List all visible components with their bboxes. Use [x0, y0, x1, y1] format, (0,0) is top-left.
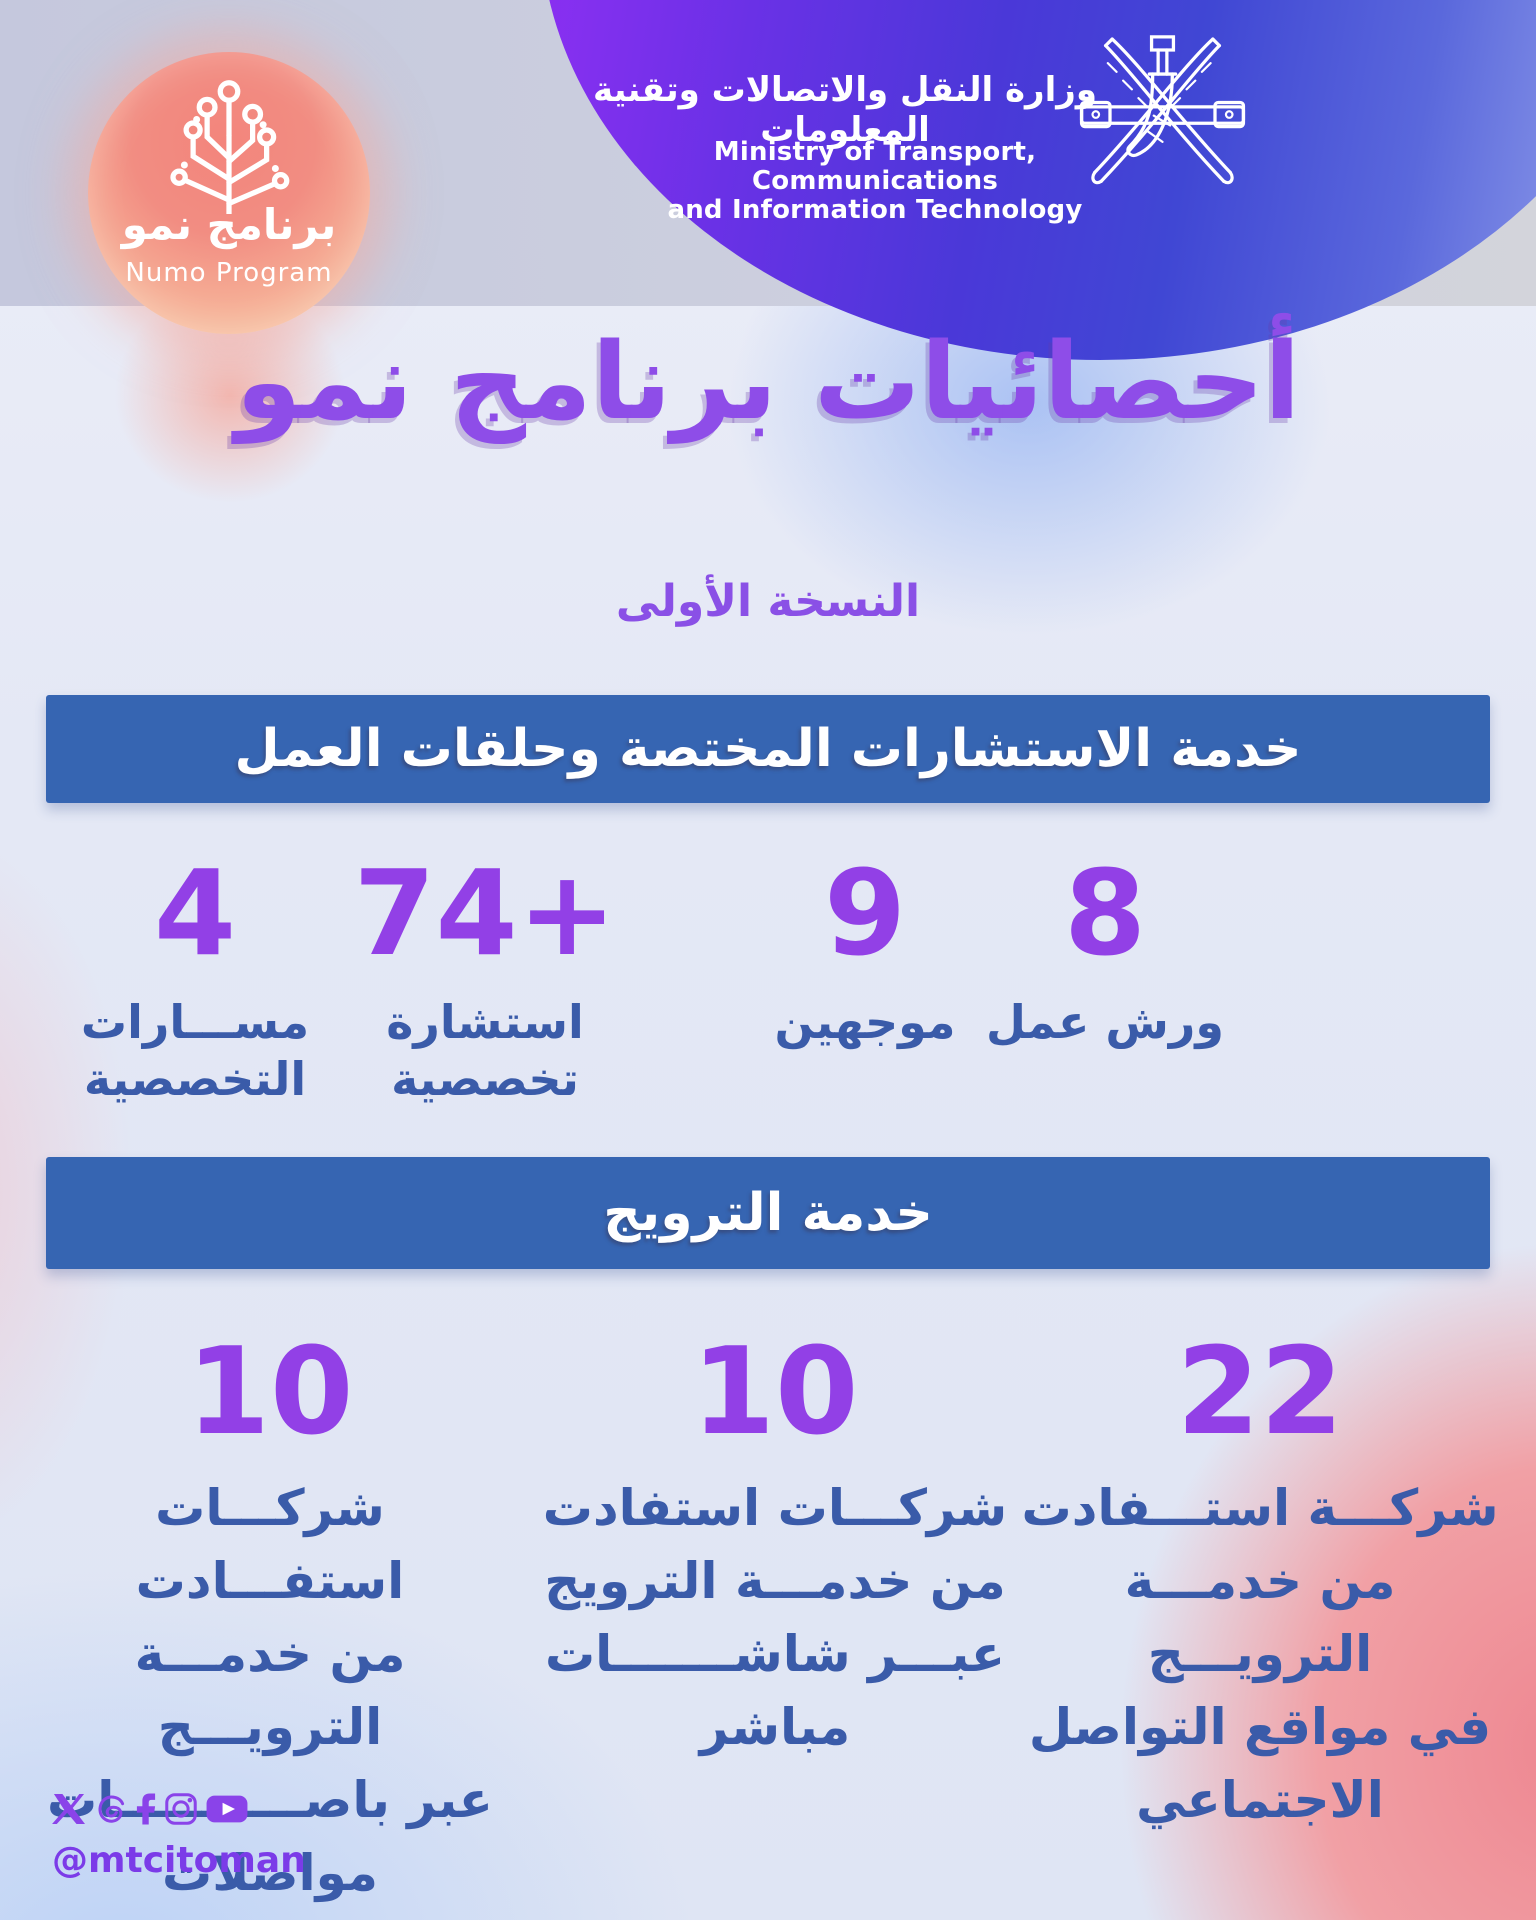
page-subtitle: النسخة الأولى [615, 576, 921, 627]
stat-value: 8 [1063, 844, 1147, 982]
section-banner-promotion: خدمة الترويج [46, 1157, 1490, 1269]
ministry-name-english-line1: Ministry of Transport, Communications [713, 137, 1037, 196]
stat-label: استشارة تخصصية [386, 994, 584, 1106]
stat-value: 74+ [353, 844, 617, 982]
stat-label: مســـارات التخصصية [80, 994, 310, 1106]
stat-value: 4 [153, 844, 237, 982]
numo-program-logo: برنامج نمو Numo Program [88, 52, 370, 334]
ministry-name-english-line2: and Information Technology [667, 195, 1083, 225]
circuit-tree-icon [170, 80, 290, 214]
section-banner-consultations: خدمة الاستشارات المختصة وحلقات العمل [46, 695, 1490, 803]
stat-label: موجهين [774, 994, 956, 1049]
stat-value: 22 [1176, 1323, 1344, 1462]
ministry-name-english: Ministry of Transport, Communications an… [615, 138, 1135, 225]
x-icon[interactable] [52, 1793, 86, 1825]
social-icons-row [52, 1792, 248, 1826]
page-title: أحصائيات برنامج نمو [235, 320, 1301, 443]
stat-specialized-tracks: 4 مســـارات التخصصية [55, 840, 335, 1108]
stat-workshops: 8 ورش عمل [950, 840, 1260, 1051]
stat-promotion-screens: 10 شركـــات استفادت من خدمـــة الترويج ع… [540, 1318, 1010, 1764]
stat-mentors: 9 موجهين [710, 840, 1020, 1051]
stat-label: شركـــة استـــفادت من خدمـــة الترويـــج… [1021, 1479, 1499, 1829]
stat-promotion-buses: 10 شركـــات استفـــادت من خدمـــة التروي… [30, 1318, 510, 1910]
section-banner-promotion-label: خدمة الترويج [603, 1183, 933, 1243]
section-banner-consultations-label: خدمة الاستشارات المختصة وحلقات العمل [234, 719, 1302, 779]
instagram-icon[interactable] [165, 1793, 197, 1825]
oman-national-emblem-icon [1079, 35, 1246, 185]
numo-logo-title-english: Numo Program [125, 258, 333, 288]
facebook-icon[interactable] [136, 1792, 156, 1826]
stat-value: 10 [186, 1323, 354, 1462]
stat-label: شركـــات استفادت من خدمـــة الترويج عبــ… [542, 1479, 1008, 1756]
stat-label: شركـــات استفـــادت من خدمـــة الترويـــ… [47, 1479, 493, 1902]
youtube-icon[interactable] [206, 1793, 248, 1825]
stat-value: 10 [691, 1323, 859, 1462]
numo-logo-title-arabic: برنامج نمو [121, 200, 337, 249]
threads-icon[interactable] [95, 1793, 127, 1825]
stat-value: 9 [823, 844, 907, 982]
ministry-name-arabic: وزارة النقل والاتصالات وتقنية المعلومات [592, 70, 1097, 150]
stat-label: ورش عمل [986, 994, 1224, 1049]
stat-promotion-social-media: 22 شركـــة استـــفادت من خدمـــة الترويـ… [1020, 1318, 1500, 1837]
stat-consultations: 74+ استشارة تخصصية [340, 840, 630, 1108]
social-handle[interactable]: @mtcitoman [52, 1840, 306, 1881]
